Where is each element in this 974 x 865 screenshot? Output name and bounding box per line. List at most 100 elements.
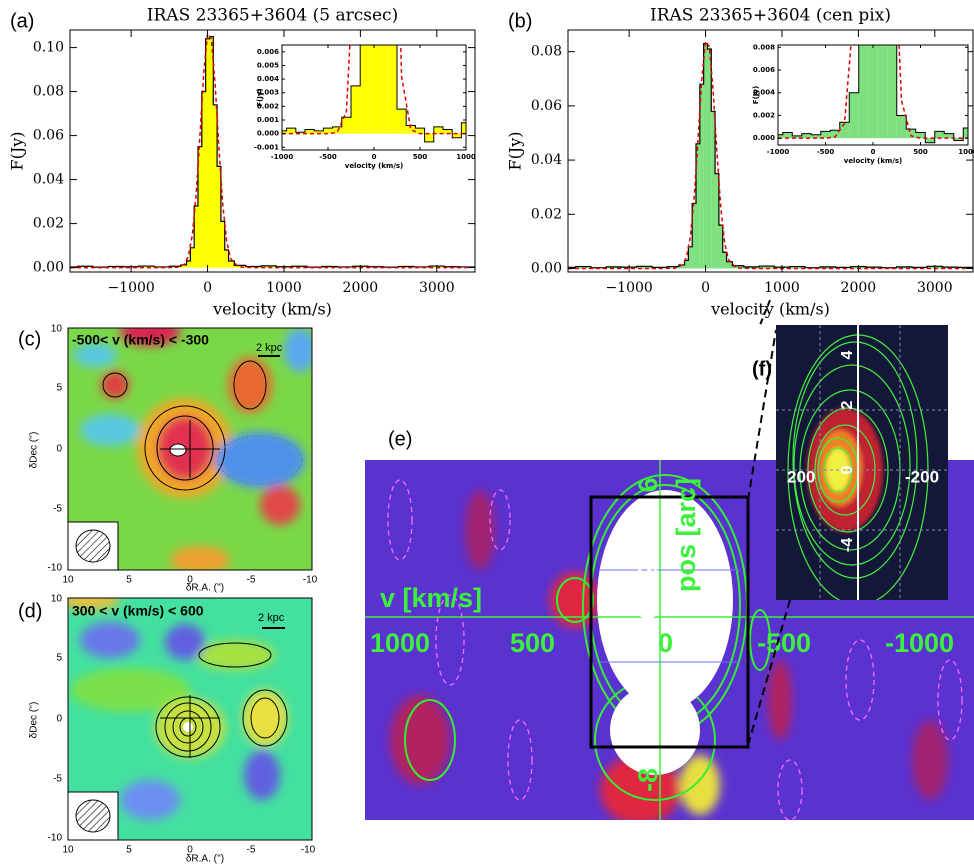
x-axis-label: velocity (km/s)	[844, 157, 903, 165]
x-tick-label: -500	[817, 148, 835, 156]
y-tick-label: 0.06	[531, 98, 562, 114]
zoom-connector	[759, 299, 771, 326]
bar	[360, 45, 370, 134]
bar	[722, 252, 727, 269]
x-axis-label: velocity (km/s)	[710, 300, 830, 319]
map-title: -500< v (km/s) < -300	[72, 332, 209, 348]
y-tick-label: 0.006	[257, 48, 279, 56]
y-tick-label: 0.005	[257, 61, 279, 69]
bar	[282, 130, 287, 134]
x-tick-label: 0	[658, 628, 673, 658]
x-tick-label: −1000	[605, 280, 652, 296]
bar	[378, 45, 388, 134]
y-tick-label: 0.04	[531, 152, 562, 168]
x-tick-label: 1000	[764, 280, 800, 296]
y-tick-label: 6	[633, 477, 663, 492]
bar	[217, 166, 221, 268]
spectra: 0.00 0.02 0.04 0.06 0.08 0.10 −1000 0 1000 2000 30…	[8, 6, 974, 319]
bar	[953, 138, 964, 141]
y-tick-label: -8	[633, 768, 663, 792]
bar	[397, 109, 407, 134]
bar	[695, 143, 700, 269]
bar	[341, 117, 351, 134]
bar	[699, 84, 704, 269]
model-line	[282, 45, 466, 135]
y-axis-label: δDec ('')	[29, 432, 40, 469]
bar	[180, 264, 187, 268]
x-tick-label: 0	[701, 280, 710, 296]
y-tick-label: -5	[53, 504, 62, 515]
x-tick-label: -5	[247, 575, 256, 586]
bar	[213, 104, 218, 268]
y-tick-label: 0.04	[33, 172, 64, 188]
y-tick-label: 0.002	[753, 111, 775, 119]
x-tick-label: 0	[187, 845, 193, 856]
bar	[789, 266, 805, 269]
map-frame	[67, 327, 313, 571]
panel-label: (d)	[18, 600, 42, 622]
y-tick-label: -5	[53, 774, 62, 785]
bar	[261, 265, 277, 268]
bar	[606, 266, 622, 269]
x-tick-label: 0	[871, 148, 876, 156]
bar	[209, 36, 214, 268]
y-tick-label: -10	[48, 833, 63, 844]
plot-frame	[69, 29, 476, 273]
x-axis-label: velocity (km/s)	[345, 162, 404, 170]
x-tick-label: 2000	[841, 280, 877, 296]
y-tick-label: -0.001	[254, 143, 279, 151]
map-f	[776, 325, 948, 600]
bar	[963, 127, 968, 139]
bar	[688, 246, 693, 269]
model-line	[70, 31, 468, 269]
bar	[314, 130, 324, 134]
bar	[820, 131, 831, 139]
y-tick-label: 0.004	[753, 89, 775, 97]
x-tick-label: −1000	[107, 280, 154, 296]
x-tick-label: 5	[126, 845, 132, 856]
y-tick-label: 0.000	[257, 130, 279, 138]
plot: 0.00 0.02 0.04 0.06 0.08 −1000 0 1000 2000 3000 ve…	[506, 6, 974, 319]
y-tick-label: 0.06	[33, 128, 64, 144]
y-tick-label: 2	[839, 400, 856, 409]
x-tick-label: -1000	[885, 628, 954, 658]
y-tick-label: 0.08	[33, 84, 64, 100]
bar	[887, 45, 897, 139]
bar	[711, 111, 716, 269]
bar	[858, 45, 869, 139]
y-tick-label: 0.008	[753, 43, 775, 51]
x-tick-label: -5	[247, 845, 256, 856]
map-frame	[67, 597, 313, 841]
model-line	[778, 45, 968, 139]
x-tick-label: 500	[510, 628, 555, 658]
bar	[295, 132, 305, 134]
y-tick-label: -4	[839, 538, 856, 552]
bar	[332, 126, 342, 134]
y-axis-label: F(Jy)	[752, 86, 760, 104]
bar	[186, 261, 191, 268]
bar	[138, 266, 155, 268]
zoom-connector	[747, 329, 777, 501]
bar	[424, 133, 434, 142]
y-axis-label: δDec ('')	[29, 702, 40, 739]
bar	[759, 266, 775, 269]
bar	[732, 265, 744, 269]
x-tick-label: 1000	[370, 628, 430, 658]
bar	[715, 173, 719, 269]
bar	[224, 250, 229, 268]
x-tick-label: 3000	[419, 280, 455, 296]
bar	[877, 45, 888, 139]
bar	[792, 135, 802, 139]
x-tick-label: 3000	[917, 280, 953, 296]
step-line	[568, 42, 973, 269]
plot-content	[282, 45, 466, 143]
bar	[944, 133, 954, 139]
y-tick-label: 0.02	[531, 206, 562, 222]
x-axis-label: δR.A. ('')	[186, 854, 224, 865]
bar	[636, 266, 653, 269]
bar	[703, 43, 708, 269]
panel-label: (e)	[388, 428, 412, 450]
y-tick-label: -4	[633, 688, 663, 712]
bar	[678, 264, 685, 269]
y-tick-label: 0	[633, 604, 663, 619]
